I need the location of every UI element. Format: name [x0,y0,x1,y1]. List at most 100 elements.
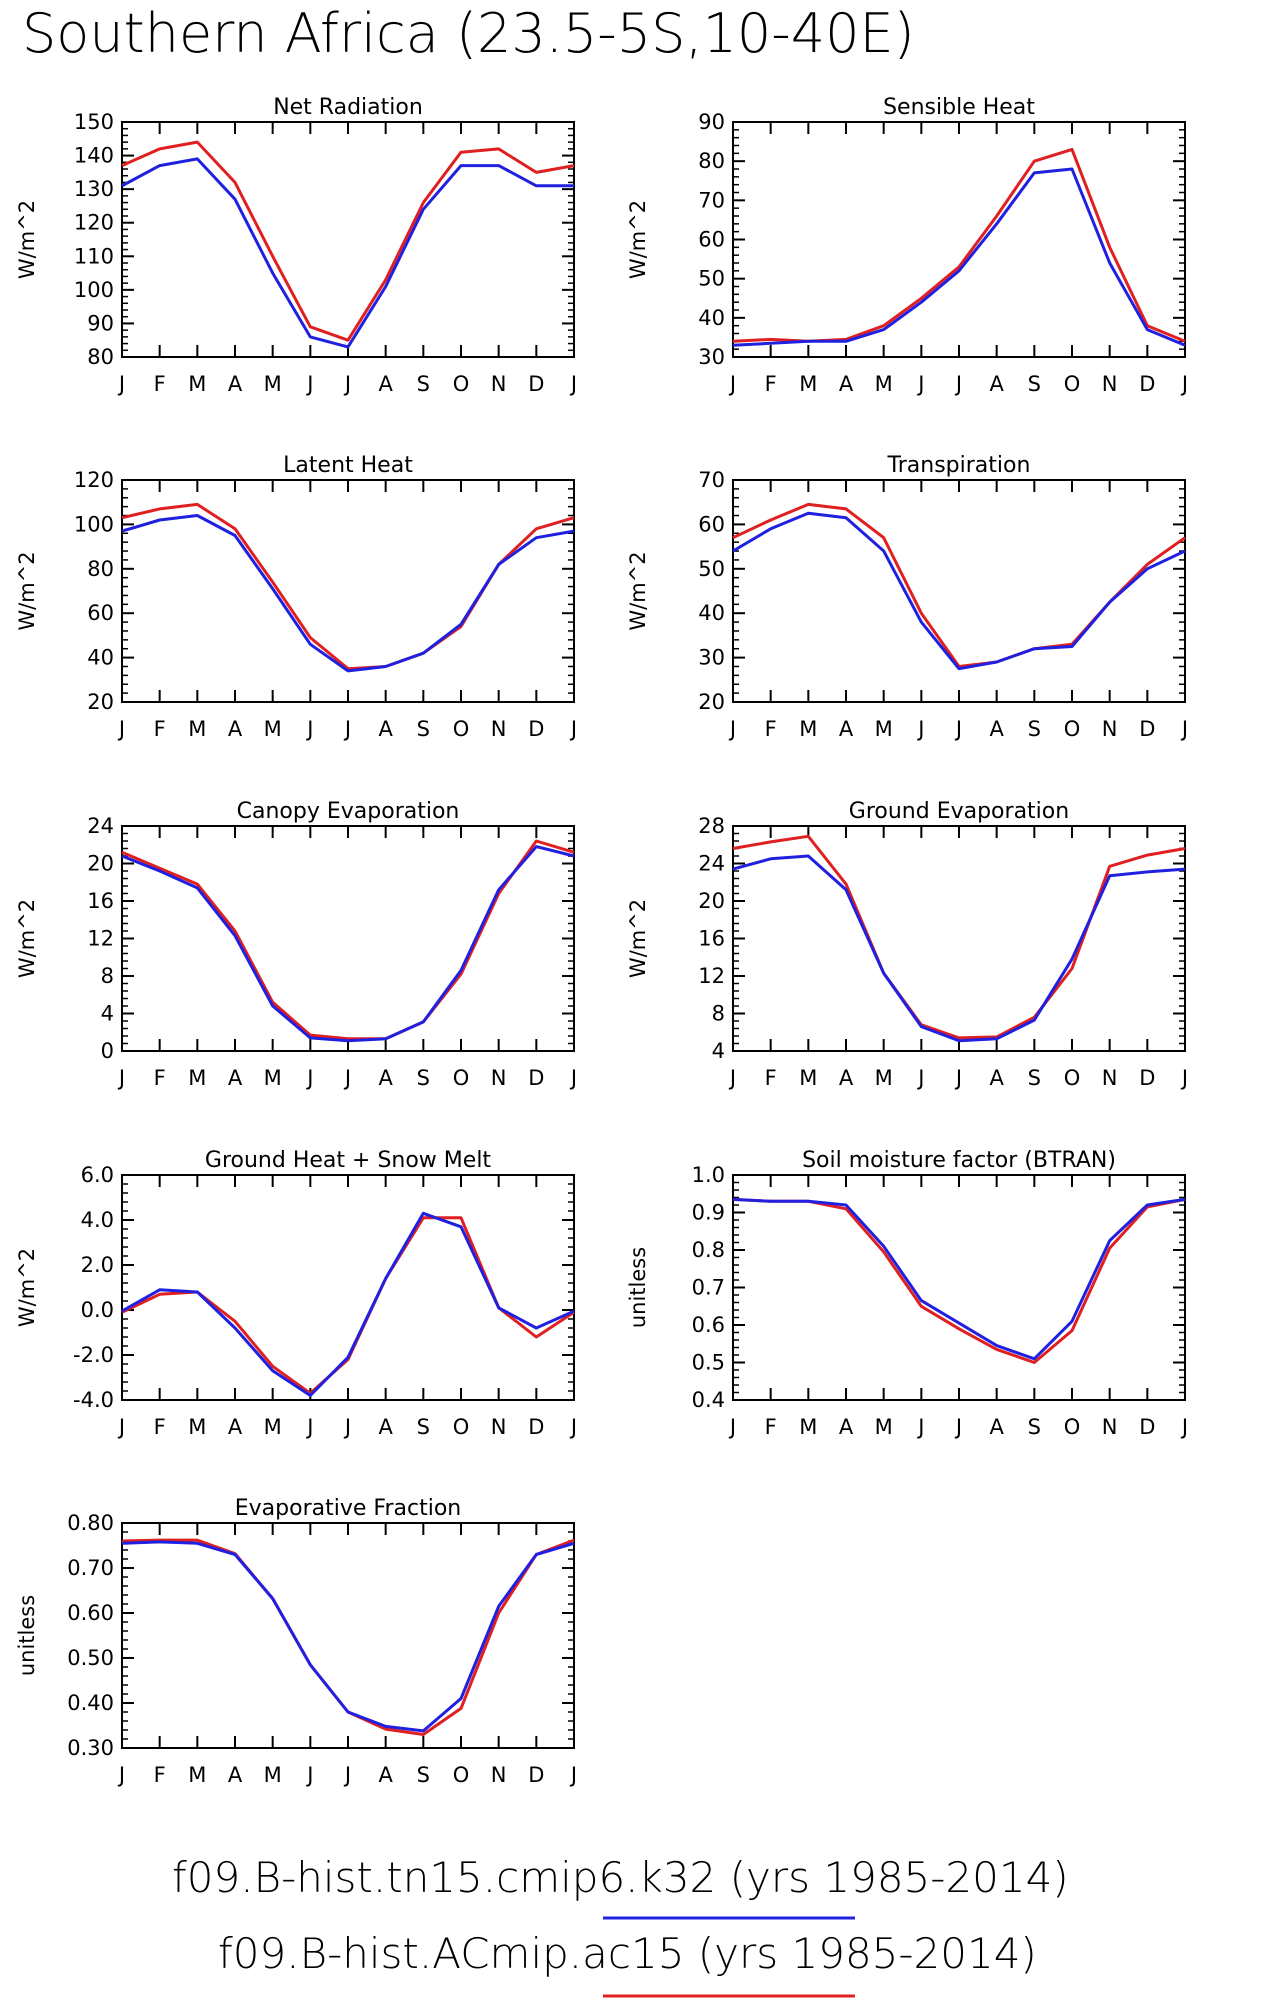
plot-frame [121,1174,575,1401]
y-tick-label: 0.0 [81,1298,114,1322]
y-tick-label: 2.0 [81,1253,114,1277]
series-line-2 [732,167,1186,347]
y-tick-label: 100 [74,512,114,536]
x-tick-label: J [305,1763,313,1787]
y-tick-label: 20 [698,889,725,913]
y-tick-label: 20 [698,690,725,714]
x-tick-label: J [728,1415,736,1439]
x-tick-label: J [343,1415,351,1439]
x-tick-label: N [491,372,507,396]
y-tick-label: 60 [87,601,114,625]
legend-entry-2: f09.B-hist.ACmip.ac15 (yrs 1985-2014) [218,1929,1037,1978]
x-tick-label: A [378,1763,393,1787]
x-tick-label: N [1102,1066,1118,1090]
x-tick-label: J [728,717,736,741]
y-tick-label: 0 [101,1039,114,1063]
x-tick-label: M [188,372,206,396]
panel-title: Ground Heat + Snow Melt [205,1148,492,1173]
y-tick-label: 0.50 [67,1646,114,1670]
y-tick-label: 12 [87,927,114,951]
y-tick-label: 60 [698,512,725,536]
x-tick-label: J [916,1415,924,1439]
panel-title: Latent Heat [283,453,413,478]
x-tick-label: M [264,717,282,741]
x-tick-label: N [491,1415,507,1439]
x-tick-label: M [188,1415,206,1439]
y-tick-label: 40 [698,601,725,625]
panel-title: Net Radiation [273,95,423,120]
x-tick-label: M [264,1415,282,1439]
series-line-1 [121,1538,575,1736]
panel-title: Sensible Heat [883,95,1035,120]
y-tick-label: 0.8 [692,1238,725,1262]
x-tick-label: N [491,1066,507,1090]
x-tick-label: J [728,1066,736,1090]
x-tick-label: D [528,372,544,396]
x-tick-label: J [305,1066,313,1090]
y-tick-label: 1.0 [692,1163,725,1187]
y-axis-label: W/m^2 [15,1248,39,1327]
x-tick-label: M [799,372,817,396]
y-tick-label: 70 [698,468,725,492]
x-tick-label: J [954,717,962,741]
x-tick-label: O [1064,1415,1081,1439]
x-tick-label: D [528,1763,544,1787]
y-tick-label: 0.60 [67,1601,114,1625]
plot-frame [732,825,1186,1052]
x-tick-label: S [417,717,430,741]
y-tick-label: 100 [74,278,114,302]
x-tick-label: O [453,372,470,396]
plot-frame [121,1522,575,1749]
y-tick-label: -2.0 [73,1343,114,1367]
chart-panel-8: Soil moisture factor (BTRAN) 1.0 0.9 0.8 0.7… [626,1148,1188,1439]
x-tick-label: J [343,1763,351,1787]
x-tick-label: M [875,1066,893,1090]
y-tick-label: 4 [712,1039,725,1063]
y-tick-label: 20 [87,690,114,714]
y-tick-label: 0.80 [67,1511,114,1535]
x-tick-label: A [378,1066,393,1090]
x-tick-label: M [188,1763,206,1787]
x-tick-label: J [305,717,313,741]
x-tick-label: J [343,1066,351,1090]
x-tick-label: O [453,1763,470,1787]
y-tick-label: 50 [698,557,725,581]
x-tick-label: J [569,372,577,396]
x-tick-label: F [765,1415,777,1439]
x-tick-label: O [453,1066,470,1090]
x-tick-label: N [1102,1415,1118,1439]
y-tick-label: 8 [101,964,114,988]
x-tick-label: S [417,372,430,396]
x-tick-label: A [228,372,243,396]
panels-group: Net Radiation1501401301201101009080W/m^2… [15,95,1188,1787]
y-tick-label: 28 [698,814,725,838]
y-tick-label: 40 [87,646,114,670]
legend: f09.B-hist.tn15.cmip6.k32 (yrs 1985-2014… [172,1853,1069,1998]
x-tick-label: S [417,1415,430,1439]
x-tick-label: F [154,1763,166,1787]
x-tick-label: J [305,372,313,396]
x-tick-label: D [528,717,544,741]
x-tick-label: O [1064,717,1081,741]
y-tick-label: -4.0 [73,1388,114,1412]
x-tick-label: J [954,1066,962,1090]
x-tick-label: F [154,1066,166,1090]
x-tick-label: J [117,1066,125,1090]
y-axis-label: W/m^2 [15,200,39,279]
y-tick-label: 120 [74,211,114,235]
x-tick-label: A [378,717,393,741]
x-tick-label: A [839,1415,854,1439]
x-tick-label: F [154,1415,166,1439]
x-tick-label: M [188,717,206,741]
x-tick-label: M [799,1066,817,1090]
x-tick-label: A [839,1066,854,1090]
x-tick-label: D [1139,1415,1155,1439]
series-line-1 [732,147,1186,343]
y-tick-label: 50 [698,267,725,291]
series-line-1 [121,1216,575,1395]
x-tick-label: J [1180,372,1188,396]
series-line-1 [732,834,1186,1040]
